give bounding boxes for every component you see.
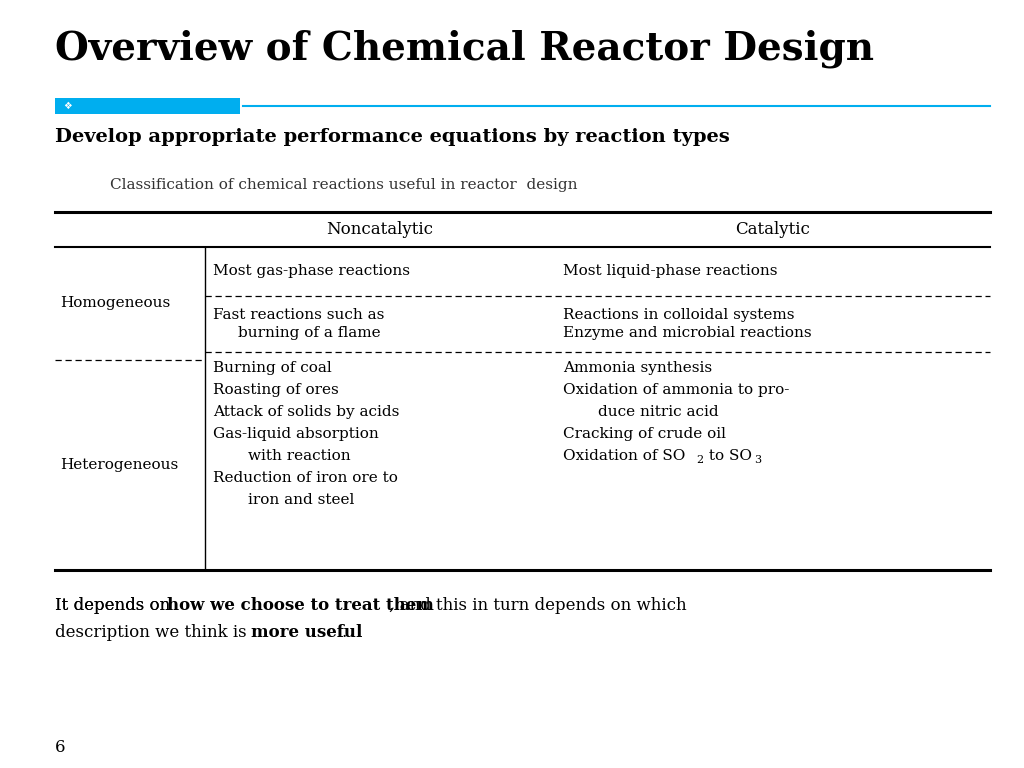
Text: Oxidation of ammonia to pro-: Oxidation of ammonia to pro- [563,383,790,397]
Text: Most liquid-phase reactions: Most liquid-phase reactions [563,264,777,279]
Text: Catalytic: Catalytic [735,221,810,238]
Text: how we choose to treat them: how we choose to treat them [167,597,434,614]
Text: Reactions in colloidal systems: Reactions in colloidal systems [563,308,795,322]
Text: Roasting of ores: Roasting of ores [213,383,339,397]
Text: Fast reactions such as: Fast reactions such as [213,308,384,322]
Text: Reduction of iron ore to: Reduction of iron ore to [213,471,398,485]
Text: Overview of Chemical Reactor Design: Overview of Chemical Reactor Design [55,30,874,68]
Text: , and this in turn depends on which: , and this in turn depends on which [389,597,687,614]
Text: iron and steel: iron and steel [248,493,354,507]
Text: Ammonia synthesis: Ammonia synthesis [563,361,712,375]
Text: description we think is: description we think is [55,624,252,641]
Text: Most gas-phase reactions: Most gas-phase reactions [213,264,410,279]
Text: Develop appropriate performance equations by reaction types: Develop appropriate performance equation… [55,128,730,146]
Text: It depends on: It depends on [55,597,175,614]
Bar [55,98,240,114]
Text: It depends on: It depends on [55,597,175,614]
Text: 2: 2 [696,455,703,465]
Text: Heterogeneous: Heterogeneous [60,458,178,472]
Text: more useful: more useful [251,624,362,641]
Text: to SO: to SO [705,449,752,463]
Text: Attack of solids by acids: Attack of solids by acids [213,405,399,419]
Text: Oxidation of SO: Oxidation of SO [563,449,685,463]
Text: duce nitric acid: duce nitric acid [598,405,719,419]
Text: Classification of chemical reactions useful in reactor  design: Classification of chemical reactions use… [110,178,578,192]
Text: Homogeneous: Homogeneous [60,296,170,310]
Text: Cracking of crude oil: Cracking of crude oil [563,427,726,441]
Text: ❖: ❖ [63,101,72,111]
Text: with reaction: with reaction [248,449,350,463]
Text: burning of a flame: burning of a flame [238,326,381,340]
Text: Gas-liquid absorption: Gas-liquid absorption [213,427,379,441]
Text: 6: 6 [55,740,66,756]
Text: Noncatalytic: Noncatalytic [327,221,433,238]
Text: Enzyme and microbial reactions: Enzyme and microbial reactions [563,326,812,340]
Text: .: . [341,624,346,641]
Text: Burning of coal: Burning of coal [213,361,332,375]
Text: 3: 3 [754,455,761,465]
